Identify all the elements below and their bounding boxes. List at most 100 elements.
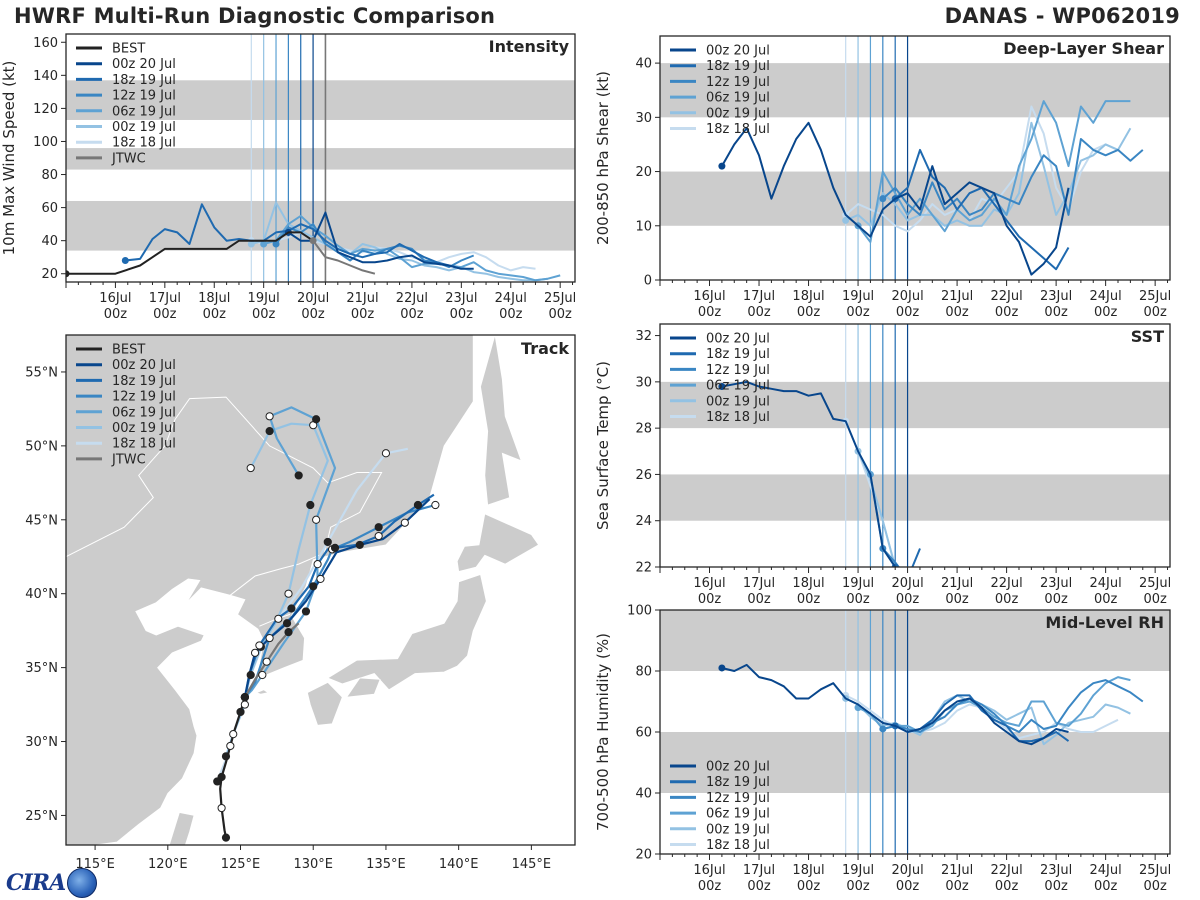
x-tick-label-day: 19Jul xyxy=(842,576,874,591)
y-tick-label: 30°N xyxy=(25,735,58,750)
globe-icon xyxy=(67,868,98,898)
axes-frame xyxy=(65,334,576,846)
cira-logo: CIRA xyxy=(6,868,98,898)
track-position-marker xyxy=(316,574,325,584)
series-line xyxy=(312,240,376,275)
x-tick-label-day: 18Jul xyxy=(792,576,824,591)
rh-panel: 2040608010016Jul00z17Jul00z18Jul00z19Jul… xyxy=(594,604,1171,895)
series-start-point xyxy=(247,240,255,248)
track-position-marker xyxy=(306,500,315,510)
y-tick-label: 60 xyxy=(635,726,652,741)
track-position-marker xyxy=(236,707,245,717)
x-tick-label-day: 21Jul xyxy=(346,291,378,306)
x-tick-label-day: 17Jul xyxy=(743,576,775,591)
track-position-marker xyxy=(374,531,383,541)
y-tick-label: 20 xyxy=(635,848,652,863)
x-tick-label-day: 24Jul xyxy=(495,291,527,306)
x-tick-label-day: 19Jul xyxy=(248,291,280,306)
legend-entry: 06z 19 Jul xyxy=(112,405,176,420)
y-tick-label: 22 xyxy=(635,561,652,576)
series-line xyxy=(857,450,897,567)
axes-frame xyxy=(659,35,1171,281)
x-tick-label-hour: 00z xyxy=(698,592,722,607)
shaded-band xyxy=(660,610,1170,671)
x-tick-label-day: 18Jul xyxy=(792,289,824,304)
series-start-point xyxy=(842,216,850,224)
legend-entry: 00z 20 Jul xyxy=(706,332,770,347)
legend-entry: 00z 19 Jul xyxy=(706,822,770,837)
track-position-marker xyxy=(323,537,332,547)
y-tick-label: 140 xyxy=(33,69,58,84)
y-axis-label: 10m Max Wind Speed (kt) xyxy=(0,61,18,256)
x-tick-label-hour: 00z xyxy=(896,592,920,607)
legend-entry: BEST xyxy=(112,42,145,57)
track-position-marker xyxy=(258,670,267,680)
x-tick-label-day: 18Jul xyxy=(792,863,824,878)
x-tick-label-hour: 00z xyxy=(450,307,474,322)
x-tick-label-hour: 00z xyxy=(252,307,276,322)
x-tick-label-hour: 00z xyxy=(995,305,1019,320)
legend-entry: 00z 20 Jul xyxy=(112,358,176,373)
legend-entry: 06z 19 Jul xyxy=(112,104,176,119)
series-line xyxy=(845,105,1119,233)
track-position-marker xyxy=(294,471,303,480)
track-position-marker xyxy=(274,614,283,623)
track-position-marker xyxy=(413,500,423,510)
x-tick-label-hour: 00z xyxy=(104,307,128,322)
x-tick-label-hour: 00z xyxy=(1044,879,1068,894)
legend-entry: 00z 20 Jul xyxy=(706,760,770,775)
x-tick-label-day: 22Jul xyxy=(990,576,1022,591)
x-tick-label-hour: 00z xyxy=(945,879,969,894)
track-position-marker xyxy=(312,515,321,524)
shaded-band xyxy=(660,732,1170,793)
y-tick-label: 40 xyxy=(41,234,58,249)
y-tick-label: 100 xyxy=(627,604,652,619)
x-tick-label-hour: 00z xyxy=(1143,879,1167,894)
x-tick-label-day: 17Jul xyxy=(743,863,775,878)
y-tick-label: 26 xyxy=(635,468,652,483)
track-position-marker xyxy=(312,415,321,424)
track-position-marker xyxy=(226,741,235,751)
y-tick-label: 30 xyxy=(635,111,652,126)
x-tick-label-hour: 00z xyxy=(1094,305,1118,320)
series-start-point xyxy=(718,162,726,170)
track-position-marker xyxy=(265,412,274,421)
legend-entry: 00z 20 Jul xyxy=(112,57,176,72)
x-tick-label-hour: 00z xyxy=(896,879,920,894)
shear-panel: 01020304016Jul00z17Jul00z18Jul00z19Jul00… xyxy=(594,35,1171,320)
panel-title: Intensity xyxy=(489,37,570,56)
x-tick-label-hour: 00z xyxy=(1143,305,1167,320)
legend-entry: BEST xyxy=(112,343,145,358)
x-tick-label-day: 22Jul xyxy=(990,863,1022,878)
series-line xyxy=(721,121,1070,276)
cira-logo-text: CIRA xyxy=(6,870,66,896)
track-position-marker xyxy=(313,560,322,569)
x-tick-label-day: 23Jul xyxy=(1040,289,1072,304)
x-tick-label: 145°E xyxy=(512,857,552,872)
y-tick-label: 32 xyxy=(635,329,652,344)
track-position-marker xyxy=(217,772,226,782)
legend-entry: 00z 19 Jul xyxy=(706,106,770,121)
land-mass xyxy=(480,335,522,506)
x-tick-label-day: 21Jul xyxy=(941,289,973,304)
x-tick-label-day: 25Jul xyxy=(1139,289,1171,304)
series-line xyxy=(721,663,1069,746)
y-tick-label: 20 xyxy=(635,165,652,180)
y-tick-label: 45°N xyxy=(25,513,58,528)
x-tick-label-hour: 00z xyxy=(203,307,227,322)
series-start-point xyxy=(260,240,268,248)
sst-panel: 22242628303216Jul00z17Jul00z18Jul00z19Ju… xyxy=(594,323,1171,607)
land-mass xyxy=(168,812,195,845)
y-axis-label: 700-500 hPa Humidity (%) xyxy=(594,633,612,831)
series-line xyxy=(857,100,1131,243)
track-panel: 115°E 120°E 125°E 130°E 135°E 140°E 145°E25°N3… xyxy=(25,334,576,872)
x-tick-label-hour: 00z xyxy=(1094,879,1118,894)
x-tick-label: 140°E xyxy=(439,857,479,872)
x-tick-label-day: 19Jul xyxy=(842,289,874,304)
panel-title: Mid-Level RH xyxy=(1045,613,1164,632)
legend-entry: 00z 20 Jul xyxy=(706,44,770,59)
y-tick-label: 80 xyxy=(41,168,58,183)
x-tick-label-day: 25Jul xyxy=(1139,576,1171,591)
x-tick-label: 120°E xyxy=(148,857,188,872)
